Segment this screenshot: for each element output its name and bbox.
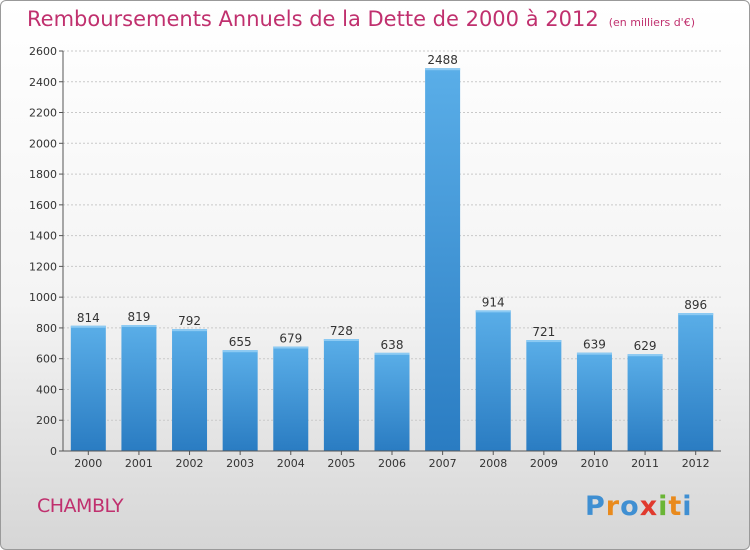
bar (222, 350, 258, 451)
y-tick-label: 1400 (29, 230, 57, 243)
bar (323, 339, 359, 451)
chart-title-text: Remboursements Annuels de la Dette de 20… (27, 7, 599, 31)
logo-letter: t (668, 491, 683, 522)
y-tick-label: 600 (36, 353, 57, 366)
bar-value-label: 679 (279, 332, 302, 346)
y-axis: 0 200 400 600 800 1000 1200 1400 1600 1800 2000 220… (29, 45, 64, 458)
bar-top (323, 339, 359, 341)
y-tick-label: 1200 (29, 260, 57, 273)
bar (374, 352, 410, 451)
logo-letter: r (605, 491, 621, 522)
bar-top (222, 350, 258, 353)
x-tick-label: 2005 (327, 457, 355, 470)
y-tick-label: 2600 (29, 45, 57, 58)
logo-letter: o (620, 491, 640, 522)
bar (526, 340, 562, 451)
y-tick-label: 1000 (29, 291, 57, 304)
logo-letter: i (658, 491, 669, 522)
y-tick-label: 200 (36, 414, 57, 427)
chart-unit: (en milliers d'€) (608, 16, 695, 29)
bar-value-label: 728 (330, 324, 353, 338)
bar-value-label: 2488 (427, 53, 458, 67)
bar-value-label: 721 (532, 325, 555, 339)
y-tick-label: 800 (36, 322, 57, 335)
x-axis: 2000 2001 2002 2003 2004 2005 2006 2007 2008 2009… (63, 450, 721, 470)
bar-top (172, 329, 208, 332)
x-tick-label: 2001 (125, 457, 153, 470)
bar-value-label: 629 (634, 339, 657, 353)
bar (678, 313, 714, 451)
bar-top (70, 325, 106, 328)
bar-value-label: 814 (77, 311, 100, 325)
x-tick-label: 2002 (176, 457, 204, 470)
y-tick-label: 2200 (29, 107, 57, 120)
bar-top (374, 352, 410, 355)
x-tick-label: 2000 (74, 457, 102, 470)
y-tick-label: 1800 (29, 168, 57, 181)
bar-top (526, 340, 562, 343)
x-tick-label: 2009 (530, 457, 558, 470)
bar-top (576, 352, 612, 355)
commune-name: CHAMBLY (37, 495, 124, 517)
logo-letter: i (682, 491, 693, 522)
bar-top (121, 325, 157, 327)
x-tick-label: 2004 (277, 457, 305, 470)
bar-value-label: 638 (381, 338, 404, 352)
bar-value-label: 792 (178, 314, 201, 328)
y-tick-label: 1600 (29, 199, 57, 212)
bar (121, 325, 157, 451)
bar-top (273, 346, 309, 349)
bar-top (475, 310, 511, 313)
bar-value-label: 819 (127, 310, 150, 324)
logo-letter: x (639, 491, 659, 522)
y-tick-label: 0 (50, 445, 57, 458)
bar-value-label: 655 (229, 335, 252, 349)
logo-letter: P (585, 491, 606, 522)
bars: 814 819 792 655 679 728 638 2488 914 721 639 629 896 (70, 53, 714, 451)
bar (576, 352, 612, 451)
x-tick-label: 2008 (479, 457, 507, 470)
x-tick-label: 2006 (378, 457, 406, 470)
bar-value-label: 896 (684, 298, 707, 312)
bar (425, 68, 461, 451)
bar-value-label: 914 (482, 295, 505, 309)
bar-top (678, 313, 714, 316)
bar-top (627, 354, 663, 357)
bar (70, 325, 106, 451)
x-tick-label: 2012 (682, 457, 710, 470)
bar (475, 310, 511, 451)
x-tick-label: 2007 (429, 457, 457, 470)
bar (172, 329, 208, 451)
bar-value-label: 639 (583, 338, 606, 352)
x-tick-label: 2003 (226, 457, 254, 470)
bar-top (425, 68, 461, 71)
proxiti-logo: Proxiti (585, 491, 693, 522)
x-tick-label: 2010 (580, 457, 608, 470)
y-tick-label: 400 (36, 383, 57, 396)
chart-title: Remboursements Annuels de la Dette de 20… (27, 7, 695, 31)
bar (627, 354, 663, 451)
y-tick-label: 2400 (29, 76, 57, 89)
y-tick-label: 2000 (29, 137, 57, 150)
bar (273, 346, 309, 451)
x-tick-label: 2011 (631, 457, 659, 470)
